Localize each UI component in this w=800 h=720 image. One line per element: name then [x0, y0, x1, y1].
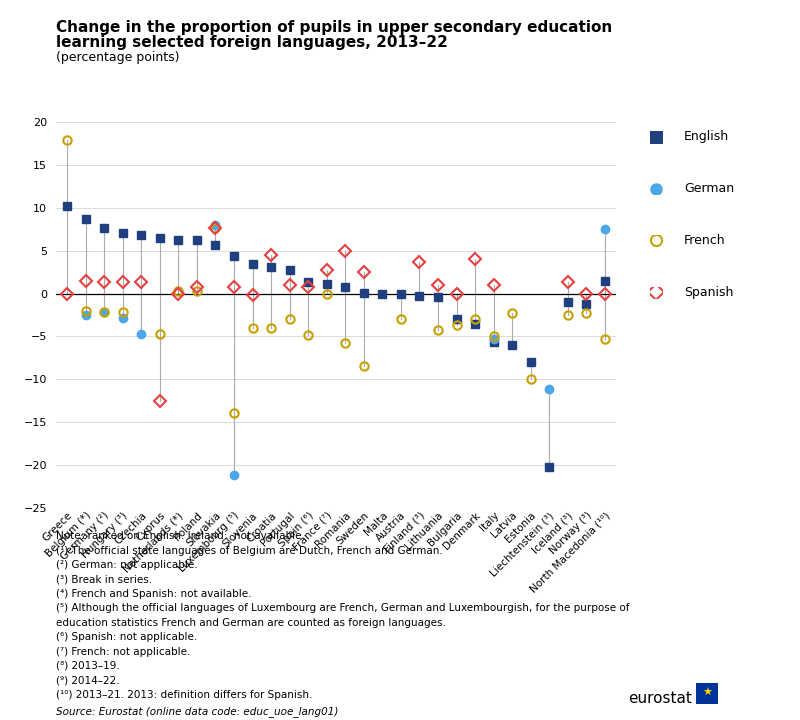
Text: ★: ★: [702, 688, 712, 698]
Text: (⁶) Spanish: not applicable.: (⁶) Spanish: not applicable.: [56, 632, 198, 642]
Text: (³) Break in series.: (³) Break in series.: [56, 575, 152, 585]
Text: (¹⁰) 2013–21. 2013: definition differs for Spanish.: (¹⁰) 2013–21. 2013: definition differs f…: [56, 690, 312, 700]
Text: Change in the proportion of pupils in upper secondary education: Change in the proportion of pupils in up…: [56, 20, 612, 35]
Text: Spanish: Spanish: [684, 286, 734, 299]
Text: (⁹) 2014–22.: (⁹) 2014–22.: [56, 675, 120, 685]
Text: (⁸) 2013–19.: (⁸) 2013–19.: [56, 661, 120, 671]
Text: (⁷) French: not applicable.: (⁷) French: not applicable.: [56, 647, 190, 657]
Text: Source: Eurostat (online data code: educ_uoe_lang01): Source: Eurostat (online data code: educ…: [56, 706, 338, 716]
Text: English: English: [684, 130, 729, 143]
Text: (⁵) Although the official languages of Luxembourg are French, German and Luxembo: (⁵) Although the official languages of L…: [56, 603, 630, 613]
Text: (²) German: not applicable.: (²) German: not applicable.: [56, 560, 198, 570]
Text: (¹) The official state languages of Belgium are Dutch, French and German.: (¹) The official state languages of Belg…: [56, 546, 442, 556]
Text: Note: ranked on English. Ireland:  not available.: Note: ranked on English. Ireland: not av…: [56, 531, 305, 541]
Text: education statistics French and German are counted as foreign languages.: education statistics French and German a…: [56, 618, 446, 628]
Text: French: French: [684, 234, 726, 247]
Text: (percentage points): (percentage points): [56, 51, 179, 64]
Text: learning selected foreign languages, 2013–22: learning selected foreign languages, 201…: [56, 35, 448, 50]
Text: (⁴) French and Spanish: not available.: (⁴) French and Spanish: not available.: [56, 589, 251, 599]
Text: German: German: [684, 182, 734, 195]
Text: eurostat: eurostat: [628, 691, 692, 706]
